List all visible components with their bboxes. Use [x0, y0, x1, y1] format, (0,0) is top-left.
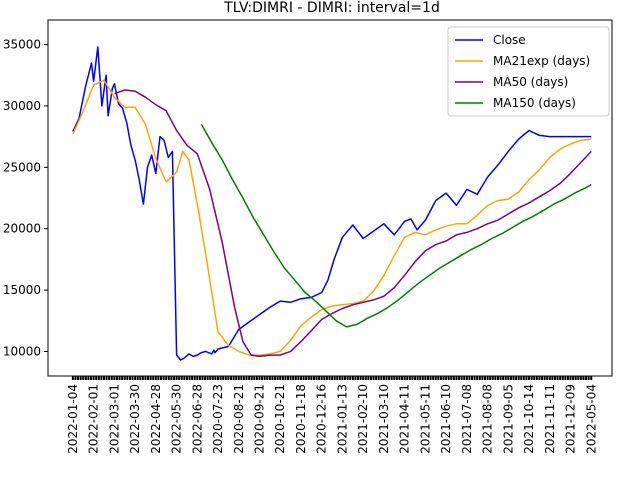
y-tick-label: 30000 [3, 99, 41, 113]
legend-box [447, 26, 610, 117]
x-tick-label: 2022-03-01 [107, 384, 121, 454]
y-tick-label: 20000 [3, 222, 41, 236]
x-tick-label: 2020-08-21 [232, 384, 246, 454]
x-tick-label: 2022-01-04 [66, 384, 80, 454]
series-line-1 [72, 79, 592, 356]
x-tick-label: 2021-05-11 [418, 384, 432, 454]
x-tick-label: 2021-09-05 [501, 384, 515, 454]
legend-label-1: MA21exp (days) [493, 54, 590, 68]
x-tick-label: 2021-04-11 [398, 384, 412, 454]
x-tick-label: 2021-03-10 [377, 384, 391, 454]
legend-label-3: MA150 (days) [493, 96, 576, 110]
chart-title: TLV:DIMRI - DIMRI: interval=1d [223, 0, 440, 16]
y-tick-label: 15000 [3, 283, 41, 297]
series-line-2 [114, 89, 592, 358]
x-tick-label: 2021-01-13 [335, 384, 349, 454]
y-tick-label: 35000 [3, 38, 41, 52]
y-tick-label: 10000 [3, 344, 41, 358]
legend-label-2: MA50 (days) [493, 75, 568, 89]
legend-label-0: Close [493, 33, 526, 47]
x-tick-label: 2021-11-11 [543, 384, 557, 454]
x-tick-label: 2022-04-28 [149, 384, 163, 454]
x-tick-label: 2021-06-10 [439, 384, 453, 454]
x-tick-label: 2022-05-30 [170, 384, 184, 454]
x-tick-label: 2020-11-18 [294, 384, 308, 454]
x-tick-label: 2020-10-21 [273, 384, 287, 454]
x-tick-label: 2021-02-10 [356, 384, 370, 454]
x-tick-label: 2020-12-16 [315, 384, 329, 454]
x-tick-label: 2020-09-21 [253, 384, 267, 454]
y-axis: 10000 15000 20000 25000 30000 35000 [3, 38, 48, 358]
x-tick-label: 2022-06-28 [190, 384, 204, 454]
y-tick-label: 25000 [3, 160, 41, 174]
legend: Close MA21exp (days) MA50 (days) MA150 (day… [447, 26, 610, 117]
x-tick-label: 2022-05-04 [584, 384, 598, 454]
x-tick-label: 2020-07-23 [211, 384, 225, 454]
x-tick-label: 2022-02-01 [87, 384, 101, 454]
x-tick-label: 2021-12-09 [564, 384, 578, 454]
series-layer [72, 46, 592, 361]
x-tick-label: 2022-03-30 [128, 384, 142, 454]
series-line-0 [72, 46, 592, 361]
x-tick-label: 2021-07-08 [460, 384, 474, 454]
x-axis: 2022-01-04 2022-02-01 2022-03-01 2022-03-30… [66, 376, 598, 454]
x-tick-label: 2021-08-08 [481, 384, 495, 454]
x-tick-label: 2021-10-14 [522, 384, 536, 454]
series-line-3 [200, 123, 592, 328]
